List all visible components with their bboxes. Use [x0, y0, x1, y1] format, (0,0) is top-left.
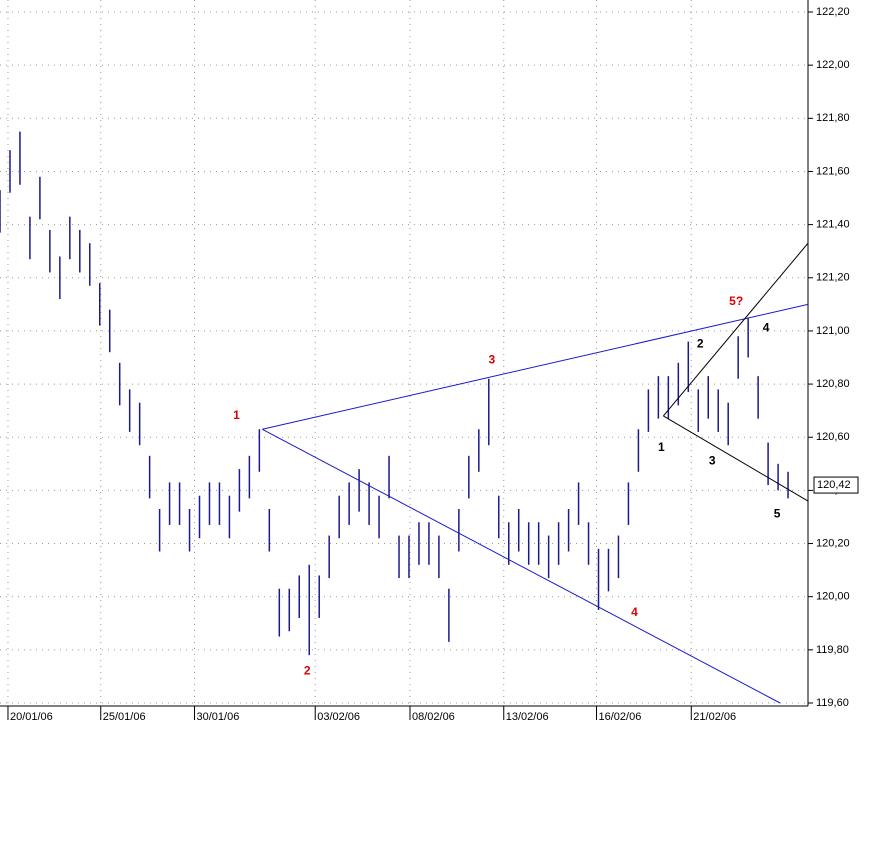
- annotation: 3: [488, 352, 495, 366]
- y-tick-label: 120,60: [816, 431, 850, 443]
- annotation: 1: [658, 440, 665, 454]
- y-tick-label: 121,80: [816, 112, 850, 124]
- x-tick-label: 30/01/06: [197, 711, 240, 723]
- last-price-box: [813, 476, 859, 494]
- y-tick-label: 119,60: [816, 697, 849, 709]
- trend-line: [262, 428, 781, 704]
- y-tick-label: 122,00: [816, 59, 850, 71]
- annotation: 5: [774, 506, 781, 520]
- y-tick-label: 122,20: [816, 6, 850, 18]
- last-price-label: 120,42: [817, 479, 851, 491]
- y-tick-label: 120,20: [816, 537, 850, 549]
- y-tick-label: 120,00: [816, 591, 850, 603]
- x-tick-label: 20/01/06: [10, 711, 53, 723]
- trend-line: [662, 242, 809, 417]
- y-tick-label: 121,20: [816, 272, 850, 284]
- y-tick-label: 119,80: [816, 644, 849, 656]
- x-tick-label: 03/02/06: [317, 711, 360, 723]
- annotation: 2: [697, 336, 704, 350]
- annotation: 5?: [729, 294, 743, 308]
- annotation: 1: [233, 408, 240, 422]
- trend-line: [262, 303, 809, 430]
- annotation: 3: [709, 453, 716, 467]
- y-tick-label: 121,60: [816, 165, 850, 177]
- y-tick-label: 120,80: [816, 378, 850, 390]
- x-tick-label: 21/02/06: [693, 711, 736, 723]
- x-tick-label: 25/01/06: [103, 711, 146, 723]
- y-tick-label: 121,00: [816, 325, 850, 337]
- x-tick-label: 08/02/06: [412, 711, 455, 723]
- x-tick-label: 13/02/06: [506, 711, 549, 723]
- annotation: 4: [763, 320, 770, 334]
- y-tick-label: 121,40: [816, 219, 850, 231]
- annotation: 4: [631, 605, 638, 619]
- trend-line: [663, 415, 809, 502]
- x-tick-label: 16/02/06: [599, 711, 642, 723]
- annotation: 2: [304, 663, 311, 677]
